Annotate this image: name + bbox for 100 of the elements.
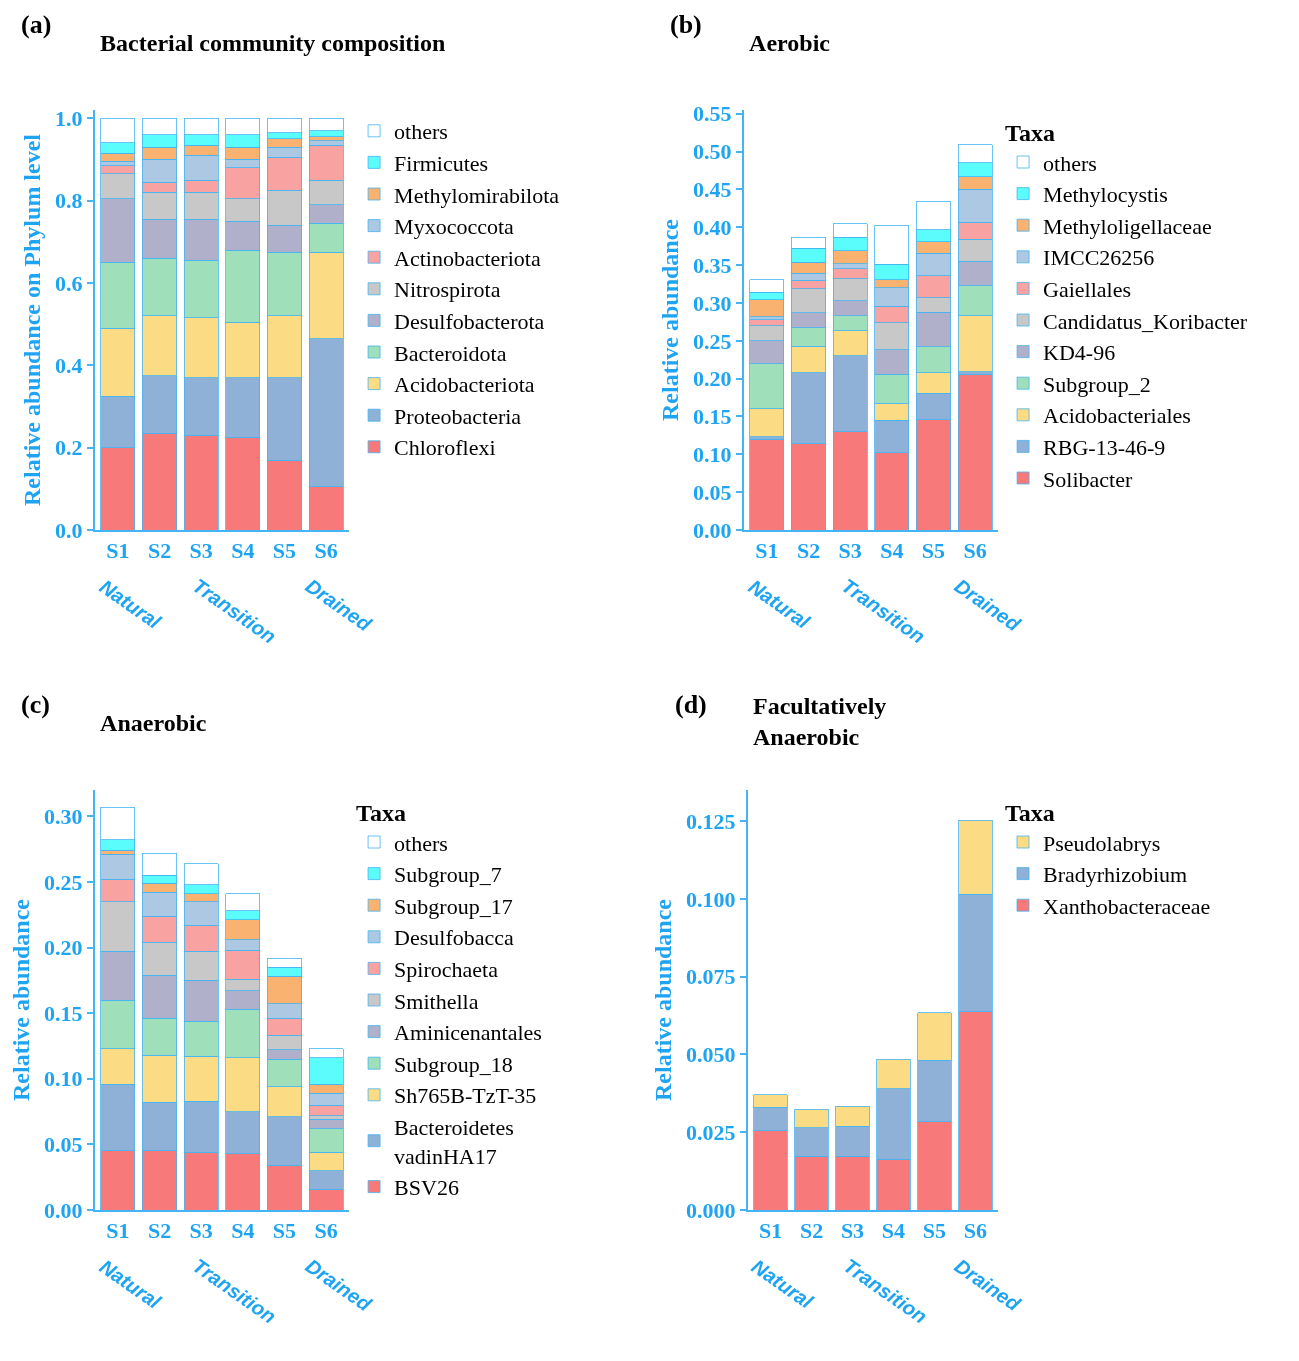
text: (a)	[21, 10, 52, 39]
y-tick-label: 0.4	[55, 352, 83, 378]
y-tick-label: 0.10	[44, 1066, 83, 1092]
legend-label: KD4-96	[1043, 340, 1116, 366]
chart-title: Anaerobic	[100, 709, 207, 736]
legend-label: BSV26	[394, 1175, 459, 1201]
x-tick-label: S3	[189, 538, 213, 564]
legend-label: Subgroup_18	[394, 1051, 513, 1077]
text: (b)	[670, 10, 702, 39]
legend-label: others	[394, 830, 448, 856]
legend-label: Methylomirabilota	[394, 182, 560, 208]
legend-label: Subgroup_2	[1043, 371, 1151, 397]
y-tick-label: 0.000	[686, 1197, 736, 1223]
legend-label: Aminicenantales	[394, 1020, 542, 1046]
y-tick-label: 0.125	[686, 808, 736, 834]
legend-label: Gaiellales	[1043, 276, 1132, 302]
y-tick-label: 0.6	[55, 270, 83, 296]
y-tick-label: 0.00	[44, 1197, 83, 1223]
y-tick-label: 0.050	[686, 1042, 736, 1068]
x-tick-label: S5	[922, 1218, 947, 1244]
x-tick-label: S5	[272, 538, 297, 564]
legend-label: Spirochaeta	[394, 956, 499, 982]
legend-label: Subgroup_17	[394, 893, 513, 919]
x-tick-label: S6	[314, 1218, 338, 1244]
text: (d)	[675, 690, 707, 719]
x-tick-label: S2	[147, 1218, 172, 1244]
y-tick-label: 0.20	[693, 366, 732, 392]
legend-label: Acidobacteriota	[394, 372, 535, 398]
y-axis-title: Relative abundance	[656, 218, 683, 422]
chart-title: Facultatively Anaerobic	[753, 693, 887, 751]
y-axis-title: Relative abundance	[649, 898, 676, 1102]
legend-label: Bradyrhizobium	[1043, 862, 1188, 888]
y-tick-label: 0.40	[693, 215, 732, 240]
legend-label: Smithella	[394, 988, 479, 1014]
legend-label: Acidobacteriales	[1043, 403, 1191, 429]
chart-title: Bacterial community composition	[100, 29, 446, 56]
x-tick-label: S4	[881, 1218, 906, 1244]
legend-label: Myxococcota	[394, 214, 515, 240]
legend-label: Nitrospirota	[394, 277, 501, 303]
y-tick-label: 0.05	[44, 1132, 83, 1158]
legend-title: Taxa	[1005, 800, 1055, 827]
legend-label: Proteobacteria	[394, 403, 522, 429]
legend-label: Methylocystis	[1043, 182, 1168, 208]
legend-label: Actinobacteriota	[394, 245, 541, 271]
y-tick-label: 0.025	[686, 1119, 736, 1145]
x-tick-label: S1	[758, 1218, 783, 1244]
x-tick-label: S5	[921, 538, 946, 564]
x-tick-label: S1	[106, 538, 130, 564]
x-tick-label: S6	[314, 538, 338, 564]
x-tick-label: S4	[231, 1218, 255, 1244]
legend-label: Pseudolabrys	[1043, 830, 1161, 856]
legend-label: Solibacter	[1043, 466, 1133, 492]
x-tick-label: S3	[189, 1218, 213, 1244]
y-tick-label: 0.25	[693, 328, 732, 354]
y-tick-label: 0.30	[693, 290, 732, 316]
x-tick-label: S3	[838, 538, 862, 564]
y-tick-label: 0.100	[686, 886, 736, 912]
legend-label: others	[1043, 150, 1097, 176]
legend-label: Bacteroidetes vadinHA17	[394, 1114, 514, 1169]
legend-label: IMCC26256	[1043, 245, 1155, 271]
x-tick-label: S2	[796, 538, 821, 564]
text: (c)	[21, 690, 50, 719]
y-axis-title: Relative abundance	[7, 898, 34, 1102]
legend-label: Chloroflexi	[394, 435, 496, 461]
x-tick-label: S6	[963, 538, 987, 564]
legend-title: Taxa	[1005, 120, 1055, 147]
y-tick-label: 0.35	[693, 252, 732, 278]
legend-label: Firmicutes	[394, 150, 489, 176]
x-tick-label: S4	[880, 538, 904, 564]
legend-label: Desulfobacca	[394, 925, 515, 951]
legend-title: Taxa	[356, 800, 406, 827]
x-tick-label: S2	[147, 538, 172, 564]
legend-label: others	[394, 119, 448, 145]
x-tick-label: S5	[272, 1218, 297, 1244]
y-tick-label: 0.20	[44, 935, 83, 961]
chart-title: Aerobic	[749, 29, 831, 56]
y-tick-label: 0.15	[44, 1000, 83, 1026]
y-tick-label: 0.15	[693, 404, 732, 430]
y-tick-label: 0.50	[693, 139, 732, 165]
y-tick-label: 0.0	[55, 517, 83, 543]
x-tick-label: S1	[755, 538, 779, 564]
legend-label: Xanthobacteraceae	[1043, 893, 1211, 919]
legend-label: Sh765B-TzT-35	[394, 1083, 537, 1109]
legend-label: Subgroup_7	[394, 862, 502, 888]
y-tick-label: 0.2	[55, 435, 83, 461]
x-tick-label: S3	[840, 1218, 865, 1244]
y-axis-title: Relative abundance on Phylum level	[18, 133, 45, 507]
y-tick-label: 0.8	[55, 188, 83, 214]
y-tick-label: 0.30	[44, 803, 83, 829]
legend-label: RBG-13-46-9	[1043, 434, 1166, 460]
y-tick-label: 0.10	[693, 442, 732, 468]
x-tick-label: S1	[106, 1218, 130, 1244]
x-tick-label: S4	[231, 538, 255, 564]
legend-label: Bacteroidota	[394, 340, 507, 366]
x-tick-label: S2	[799, 1218, 824, 1244]
y-tick-label: 0.25	[44, 869, 83, 895]
y-tick-label: 0.45	[693, 177, 732, 203]
y-tick-label: 0.075	[686, 964, 736, 990]
y-tick-label: 0.05	[693, 479, 732, 505]
legend-label: Desulfobacterota	[394, 308, 545, 334]
